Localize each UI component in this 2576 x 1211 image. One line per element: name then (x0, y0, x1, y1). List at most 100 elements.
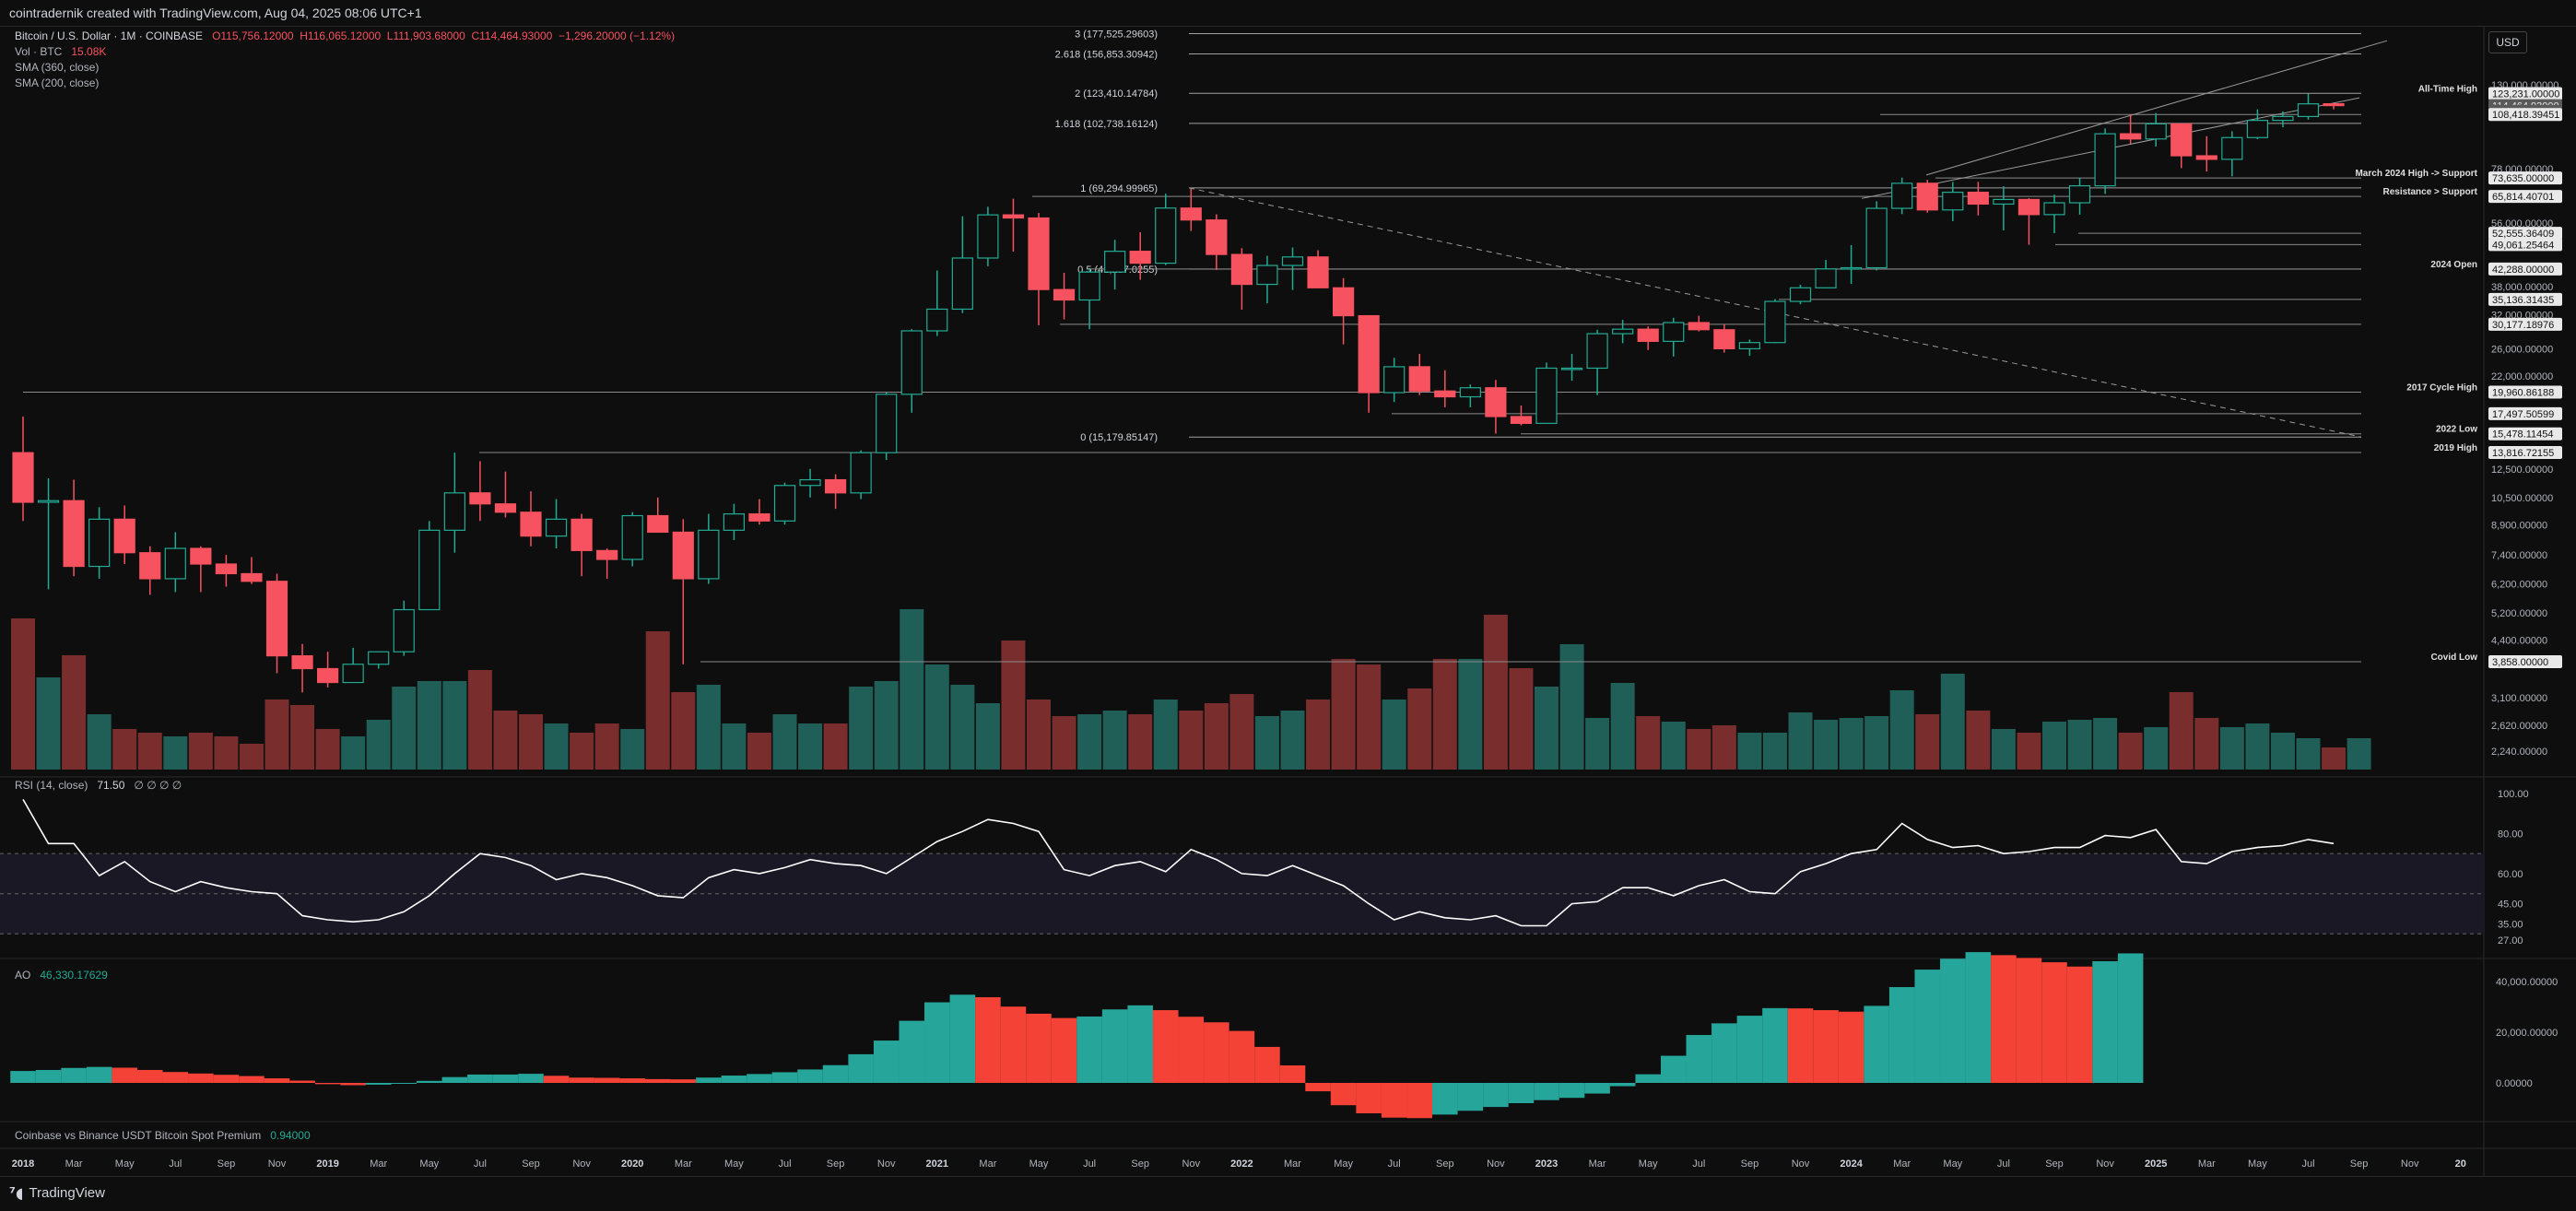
candle-body (1206, 219, 1228, 255)
ohlc-change: −1,296.20000 (−1.12%) (558, 29, 676, 42)
time-tick-label: Jul (169, 1158, 182, 1170)
volume-bar (874, 681, 899, 770)
volume-bar (1737, 733, 1762, 770)
rsi-tick-label: 80.00 (2498, 829, 2523, 840)
volume-bar (570, 733, 594, 770)
volume-bar (137, 733, 162, 770)
time-tick-label: Nov (1792, 1158, 1810, 1170)
volume-bar (1610, 683, 1635, 770)
candle-body (926, 308, 948, 332)
ohlc-high: H116,065.12000 (300, 29, 382, 42)
ao-bar (1914, 970, 1941, 1083)
candle-body (291, 655, 313, 670)
rsi-label: RSI (14, close) (15, 779, 88, 792)
symbol-name[interactable]: Bitcoin / U.S. Dollar · 1M · COINBASE (15, 29, 204, 42)
volume-bar (392, 687, 417, 770)
ao-bar (848, 1053, 874, 1083)
candle-body (1560, 367, 1583, 370)
time-tick-label: 2020 (621, 1158, 643, 1170)
volume-bar (2169, 692, 2194, 770)
time-tick-label: Mar (1589, 1158, 1606, 1170)
ao-bar (1051, 1017, 1077, 1083)
price-label-text: 19,960.86188 (2492, 387, 2554, 398)
rsi-tick-label: 45.00 (2498, 899, 2523, 911)
time-tick-label: Sep (1741, 1158, 1759, 1170)
volume-bar (2270, 733, 2295, 770)
ao-bar (899, 1020, 925, 1083)
volume-bar (366, 720, 391, 770)
candle-body (88, 518, 111, 568)
time-tick-label: May (1943, 1158, 1962, 1170)
candle-body (2195, 155, 2217, 160)
volume-bar (1077, 714, 1102, 770)
level-annotation: 2022 Low (2436, 425, 2477, 435)
ao-bar (1432, 1083, 1458, 1115)
price-label-bg (2488, 227, 2562, 241)
rsi-legend[interactable]: RSI (14, close) 71.50 ∅ ∅ ∅ ∅ (15, 779, 182, 792)
price-label-tag: 73,635.00000 (2488, 171, 2562, 185)
volume-bar (645, 631, 670, 770)
currency-button[interactable]: USD (2488, 31, 2527, 53)
candle-body (1459, 387, 1481, 398)
candle-body (2145, 123, 2167, 140)
candle-body (368, 651, 390, 665)
ao-legend[interactable]: AO 46,330.17629 (15, 969, 108, 982)
volume-bar (2245, 723, 2270, 770)
candle-body (723, 513, 746, 531)
volume-bar (1001, 641, 1026, 770)
candle-body (443, 492, 465, 531)
candle-body (1230, 253, 1253, 286)
level-annotation: 2024 Open (2430, 260, 2477, 270)
ao-bar (1330, 1083, 1357, 1106)
price-label-text: 13,816.72155 (2492, 448, 2554, 459)
ao-bar (1483, 1083, 1509, 1108)
premium-legend[interactable]: Coinbase vs Binance USDT Bitcoin Spot Pr… (15, 1129, 311, 1142)
volume-bar (1991, 729, 2016, 770)
volume-bar (112, 729, 137, 770)
candle-body (1358, 314, 1380, 394)
ao-bar (1559, 1083, 1585, 1099)
candle-body (1738, 342, 1761, 350)
candle-body (2068, 185, 2091, 204)
ao-bar (2016, 958, 2042, 1083)
volume-bar (2017, 733, 2041, 770)
time-tick-label: May (115, 1158, 135, 1170)
ao-bar (264, 1078, 290, 1083)
price-label-tag: 13,816.72155 (2488, 445, 2562, 459)
ao-bar (644, 1078, 671, 1083)
candle-body (317, 667, 339, 684)
ao-bar (1965, 952, 1992, 1083)
fib-level-label: 3 (177,525.29603) (1075, 29, 1158, 40)
candle-body (2120, 133, 2142, 140)
volume-label: Vol · BTC (15, 45, 63, 58)
time-tick-label: Sep (522, 1158, 540, 1170)
candle-body (1256, 265, 1278, 286)
main-legend: Bitcoin / U.S. Dollar · 1M · COINBASE O1… (15, 29, 675, 42)
volume-bar (696, 685, 721, 770)
volume-legend[interactable]: Vol · BTC 15.08K (15, 45, 106, 58)
price-label-bg (2488, 108, 2562, 122)
time-tick-label: Mar (979, 1158, 996, 1170)
volume-bar (1306, 700, 1331, 770)
volume-bar (1762, 733, 1787, 770)
rsi-tick-label: 27.00 (2498, 935, 2523, 946)
candle-body (1713, 329, 1735, 350)
time-tick-label: Jul (2301, 1158, 2314, 1170)
candle-body (545, 518, 568, 537)
ao-bar (112, 1067, 137, 1083)
sma-200-legend[interactable]: SMA (200, close) (15, 76, 99, 89)
candle-body (241, 572, 263, 582)
price-label-text: 15,478.11454 (2492, 429, 2553, 441)
tradingview-logo[interactable]: ⁷◖ TradingView (9, 1184, 105, 1202)
price-tick-label: 3,100.00000 (2491, 693, 2547, 704)
ao-bar (441, 1076, 468, 1083)
sma-360-label: SMA (360, close) (15, 61, 100, 74)
volume-bar (722, 723, 747, 770)
candle-body (1993, 198, 2015, 206)
ao-bar (467, 1074, 493, 1083)
price-label-tag: 42,288.00000 (2488, 262, 2562, 276)
rsi-tick-label: 100.00 (2498, 789, 2529, 800)
volume-bar (2118, 733, 2143, 770)
sma-360-legend[interactable]: SMA (360, close) (15, 61, 99, 74)
